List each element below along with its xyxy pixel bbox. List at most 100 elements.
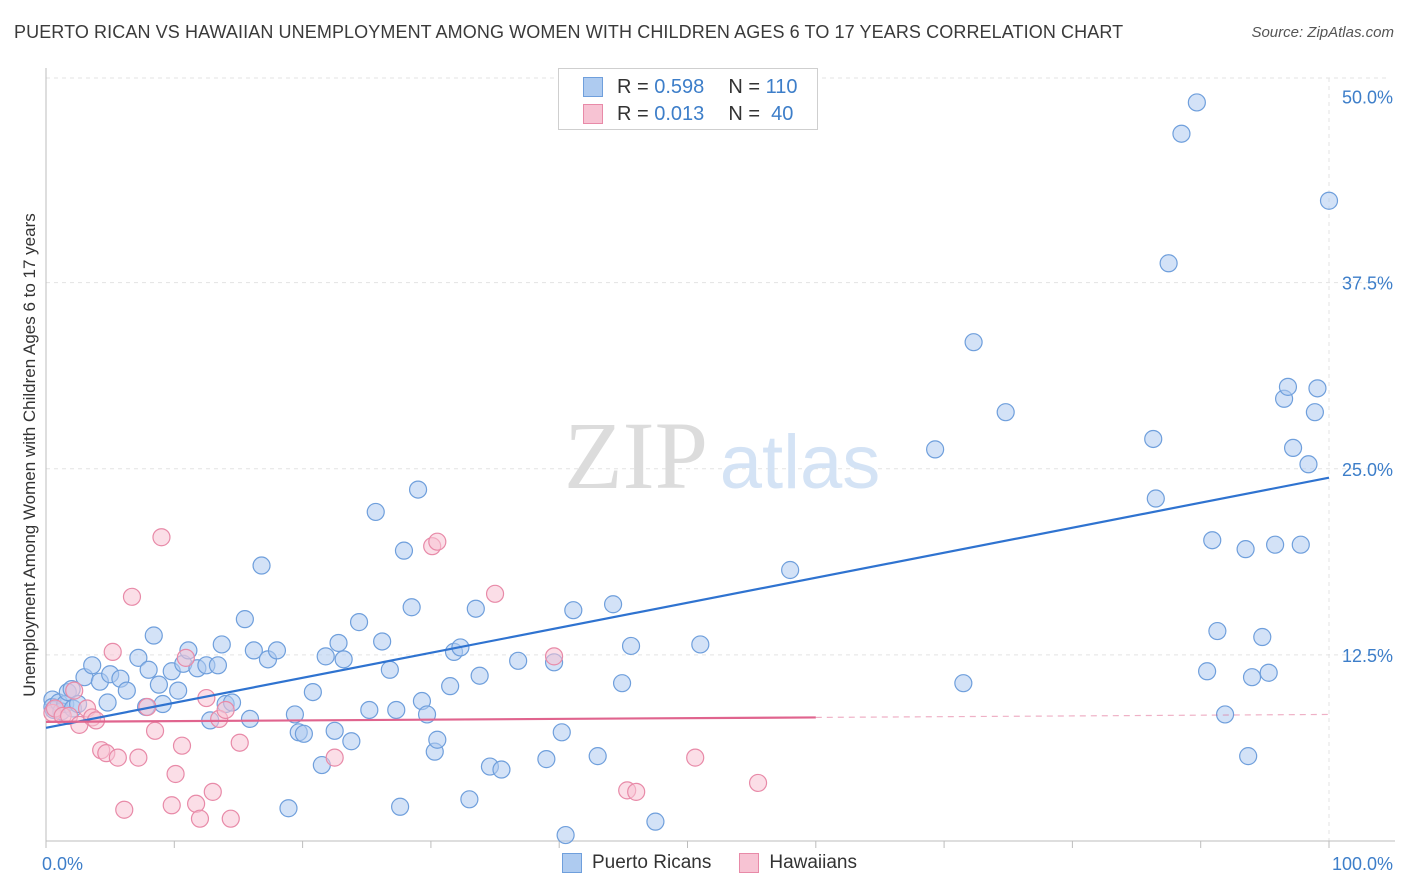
point-puerto-rican [360, 700, 379, 720]
watermark-zip: ZIP [564, 402, 708, 509]
point-puerto-rican [294, 724, 313, 743]
point-puerto-rican [285, 705, 305, 724]
point-puerto-rican [329, 633, 348, 653]
point-puerto-rican [373, 632, 392, 651]
point-puerto-rican [1291, 535, 1310, 554]
point-hawaiian [108, 748, 127, 767]
point-puerto-rican [552, 723, 571, 742]
point-puerto-rican [139, 660, 158, 679]
legend-item-hawaiians[interactable]: Hawaiians [739, 852, 857, 874]
legend-swatch-blue [562, 853, 582, 873]
point-puerto-rican [1215, 705, 1235, 724]
y-tick-label: 37.5% [1342, 274, 1393, 294]
point-hawaiian [103, 642, 122, 661]
point-hawaiian [162, 796, 181, 815]
point-hawaiian [627, 782, 646, 801]
n-label: N = [728, 75, 760, 98]
point-hawaiian [145, 721, 165, 740]
point-puerto-rican [169, 681, 188, 700]
point-puerto-rican [1239, 747, 1258, 766]
stats-legend-row-puerto-ricans: R = 0.598 N = 110 [583, 74, 797, 100]
point-puerto-rican [366, 502, 385, 522]
point-puerto-rican [1308, 379, 1327, 398]
point-puerto-rican [342, 732, 361, 751]
point-puerto-rican [612, 674, 632, 693]
point-puerto-rican [279, 799, 298, 818]
point-hawaiian [122, 587, 142, 606]
point-puerto-rican [646, 812, 665, 831]
legend-label: Puerto Ricans [592, 852, 712, 873]
point-puerto-rican [212, 635, 231, 654]
point-hawaiian [485, 584, 505, 603]
point-puerto-rican [996, 403, 1015, 422]
point-hawaiian [86, 711, 106, 730]
point-puerto-rican [334, 650, 353, 669]
point-puerto-rican [394, 541, 414, 560]
point-puerto-rican [537, 750, 556, 769]
point-puerto-rican [240, 709, 260, 729]
watermark: ZIP atlas [564, 402, 880, 509]
point-hawaiian [544, 647, 564, 666]
point-puerto-rican [1253, 627, 1272, 647]
y-tick-label: 50.0% [1342, 88, 1393, 108]
legend-item-puerto-ricans[interactable]: Puerto Ricans [562, 852, 711, 874]
point-puerto-rican [402, 598, 421, 617]
point-hawaiian [190, 809, 210, 828]
point-puerto-rican [1299, 455, 1318, 474]
point-puerto-rican [603, 595, 623, 614]
series-legend: Puerto Ricans Hawaiians [562, 852, 885, 874]
legend-label: Hawaiians [769, 852, 857, 873]
point-puerto-rican [556, 825, 575, 845]
point-puerto-rican [1159, 254, 1178, 273]
point-puerto-rican [466, 599, 485, 618]
point-hawaiian [203, 782, 222, 801]
source-label: Source: ZipAtlas.com [1251, 24, 1394, 41]
point-puerto-rican [509, 651, 528, 670]
point-hawaiian [129, 748, 148, 767]
legend-swatch-pink [739, 853, 760, 873]
point-hawaiian [221, 809, 240, 828]
point-hawaiian [325, 748, 344, 767]
point-puerto-rican [1144, 429, 1163, 449]
point-puerto-rican [1203, 531, 1222, 550]
n-value: 40 [771, 102, 794, 125]
point-puerto-rican [129, 648, 148, 667]
point-puerto-rican [954, 674, 973, 693]
point-puerto-rican [1283, 438, 1303, 458]
point-hawaiian [216, 700, 235, 720]
point-puerto-rican [1236, 540, 1255, 559]
point-puerto-rican [1242, 668, 1262, 687]
point-puerto-rican [1266, 535, 1285, 554]
point-hawaiian [115, 800, 134, 819]
point-puerto-rican [83, 656, 102, 675]
point-puerto-rican [117, 681, 136, 700]
point-puerto-rican [588, 747, 607, 766]
point-puerto-rican [408, 480, 428, 499]
point-puerto-rican [144, 626, 163, 645]
r-value: 0.013 [654, 102, 705, 125]
point-puerto-rican [1146, 489, 1165, 508]
watermark-atlas: atlas [720, 420, 881, 505]
point-hawaiian [152, 528, 171, 547]
point-hawaiian [230, 733, 249, 752]
point-puerto-rican [781, 560, 800, 580]
point-puerto-rican [149, 675, 169, 694]
point-puerto-rican [267, 641, 287, 660]
point-puerto-rican [441, 677, 460, 696]
stats-legend-row-hawaiians: R = 0.013 N = 40 [583, 101, 793, 127]
point-puerto-rican [349, 613, 369, 632]
point-puerto-rican [303, 682, 322, 702]
point-puerto-rican [1172, 124, 1191, 143]
point-puerto-rican [964, 333, 983, 352]
point-puerto-rican [1305, 403, 1324, 422]
point-puerto-rican [621, 636, 641, 656]
point-puerto-rican [691, 635, 710, 654]
point-puerto-rican [926, 440, 945, 459]
point-hawaiian [166, 764, 185, 784]
r-label: R = [617, 102, 649, 125]
point-puerto-rican [235, 610, 254, 629]
x-tick-label: 100.0% [1332, 854, 1393, 874]
point-puerto-rican [470, 666, 489, 685]
point-puerto-rican [492, 760, 511, 779]
